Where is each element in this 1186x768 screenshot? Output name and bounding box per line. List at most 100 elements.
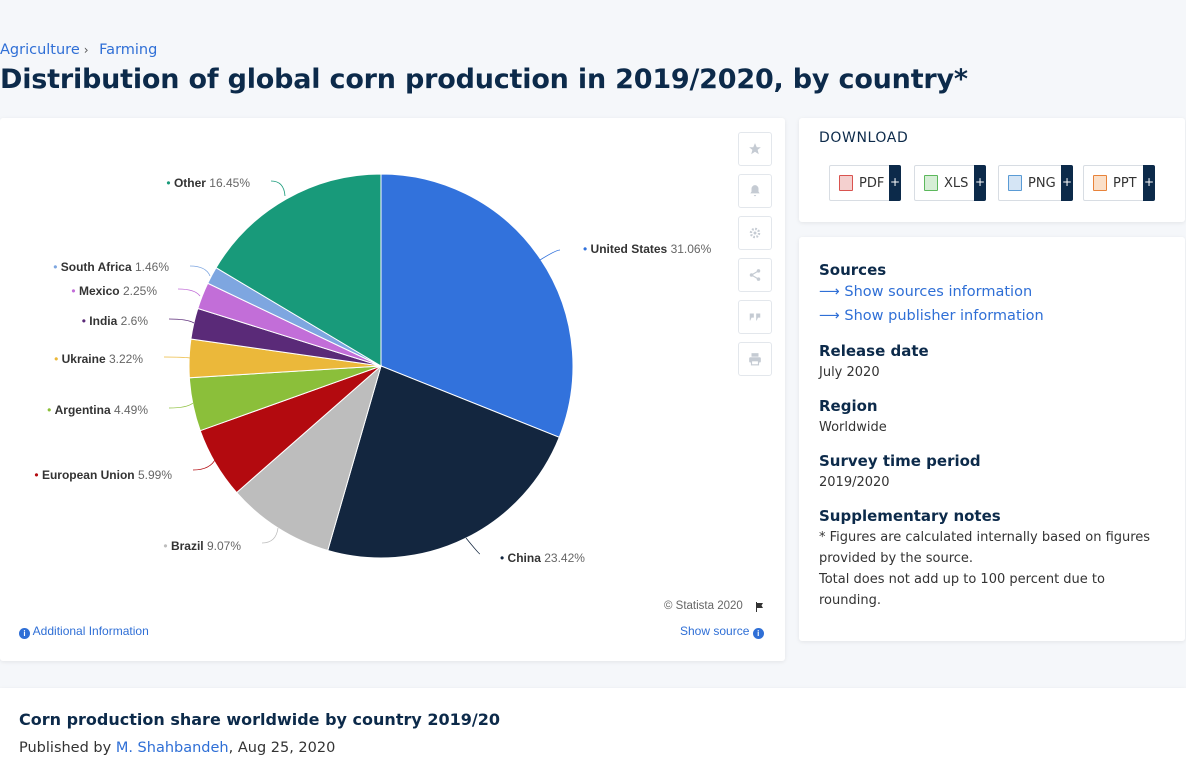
- bullet-icon: •: [500, 551, 508, 565]
- region-heading: Region: [819, 397, 878, 415]
- bullet-icon: •: [71, 284, 79, 298]
- related-statistic-title[interactable]: Corn production share worldwide by count…: [19, 710, 500, 729]
- download-png-button[interactable]: PNG +: [998, 165, 1073, 201]
- breadcrumb-separator: ›: [83, 43, 89, 57]
- slice-label: • Ukraine 3.22%: [54, 352, 143, 366]
- slice-label: • Brazil 9.07%: [163, 539, 241, 553]
- info-icon: i: [19, 628, 30, 639]
- slice-label-value: 16.45%: [209, 176, 250, 190]
- slice-label-name: Ukraine: [62, 352, 109, 366]
- pie-slice-other[interactable]: [215, 173, 382, 367]
- slice-label-value: 4.49%: [114, 403, 148, 417]
- connector-line: [261, 527, 279, 544]
- bullet-icon: •: [54, 352, 62, 366]
- plus-icon: +: [1061, 165, 1073, 201]
- slice-label: • Other 16.45%: [166, 176, 250, 190]
- slice-label-value: 2.6%: [121, 314, 149, 328]
- slice-label: • Mexico 2.25%: [71, 284, 157, 298]
- info-icon: i: [752, 628, 764, 639]
- print-button[interactable]: [738, 342, 772, 376]
- connector-line: [539, 249, 561, 261]
- page-title: Distribution of global corn production i…: [0, 64, 968, 95]
- download-pdf-button[interactable]: PDF +: [829, 165, 901, 201]
- settings-button[interactable]: [738, 216, 772, 250]
- copyright-text: © Statista 2020: [664, 600, 743, 612]
- connector-line: [192, 457, 217, 471]
- connector-line: [465, 537, 481, 555]
- slice-label-value: 5.99%: [138, 468, 172, 482]
- plus-icon: +: [1143, 165, 1155, 201]
- notification-button[interactable]: [738, 174, 772, 208]
- slice-label-name: Other: [174, 176, 209, 190]
- connector-line: [270, 180, 286, 197]
- download-title: DOWNLOAD: [819, 130, 909, 146]
- slice-label-name: South Africa: [61, 260, 135, 274]
- sources-heading: Sources: [819, 261, 887, 279]
- bullet-icon: •: [53, 260, 61, 274]
- favorite-button[interactable]: [738, 132, 772, 166]
- download-panel: DOWNLOAD PDF + XLS + PNG + PPT +: [799, 118, 1185, 222]
- download-ppt-label: PPT: [1113, 175, 1137, 191]
- slice-label-name: Argentina: [55, 403, 114, 417]
- bullet-icon: •: [163, 539, 171, 553]
- download-xls-button[interactable]: XLS +: [914, 165, 986, 201]
- bullet-icon: •: [82, 314, 90, 328]
- author-link[interactable]: M. Shahbandeh: [115, 740, 229, 756]
- slice-label-name: India: [89, 314, 120, 328]
- share-icon: [749, 269, 761, 281]
- connector-line: [189, 265, 211, 277]
- cite-button[interactable]: [738, 300, 772, 334]
- flag-icon[interactable]: [754, 601, 766, 613]
- download-ppt-button[interactable]: PPT +: [1083, 165, 1155, 201]
- pie-slice-united-states[interactable]: [380, 173, 574, 438]
- download-xls-label: XLS: [944, 175, 969, 191]
- region-value: Worldwide: [819, 420, 887, 435]
- slice-label-name: China: [508, 551, 545, 565]
- bullet-icon: •: [34, 468, 42, 482]
- plus-icon: +: [974, 165, 986, 201]
- show-sources-link[interactable]: ⟶ Show sources information: [819, 284, 1032, 300]
- connector-line: [168, 402, 194, 409]
- pdf-file-icon: [839, 175, 853, 191]
- breadcrumb-item-farming[interactable]: Farming: [99, 42, 158, 58]
- connector-line: [163, 356, 191, 359]
- bullet-icon: •: [166, 176, 174, 190]
- pie-slice-china[interactable]: [327, 365, 560, 559]
- bullet-icon: •: [583, 242, 591, 256]
- survey-period-value: 2019/2020: [819, 475, 890, 490]
- quote-icon: [749, 313, 761, 321]
- ppt-file-icon: [1093, 175, 1107, 191]
- slice-label-value: 2.25%: [123, 284, 157, 298]
- show-publisher-link[interactable]: ⟶ Show publisher information: [819, 308, 1044, 324]
- slice-label-value: 23.42%: [544, 551, 585, 565]
- slice-label-value: 1.46%: [135, 260, 169, 274]
- slice-label-value: 31.06%: [671, 242, 712, 256]
- bullet-icon: •: [47, 403, 55, 417]
- slice-label-name: Brazil: [171, 539, 207, 553]
- share-button[interactable]: [738, 258, 772, 292]
- breadcrumb-item-agriculture[interactable]: Agriculture: [0, 42, 80, 58]
- download-pdf-label: PDF: [859, 175, 885, 191]
- slice-label-value: 9.07%: [207, 539, 241, 553]
- gear-icon: [749, 227, 761, 239]
- slice-label: • China 23.42%: [500, 551, 585, 565]
- related-statistic-card: Corn production share worldwide by count…: [0, 688, 1186, 768]
- star-icon: [749, 143, 761, 155]
- slice-label: • South Africa 1.46%: [53, 260, 169, 274]
- plus-icon: +: [889, 165, 901, 201]
- slice-label: • European Union 5.99%: [34, 468, 172, 482]
- png-file-icon: [1008, 175, 1022, 191]
- supplementary-notes-heading: Supplementary notes: [819, 507, 1001, 525]
- show-publisher-label: Show publisher information: [844, 308, 1044, 324]
- release-date-heading: Release date: [819, 342, 929, 360]
- pie-chart: • United States 31.06%• China 23.42%• Br…: [34, 173, 712, 565]
- slice-label: • Argentina 4.49%: [47, 403, 148, 417]
- slice-label-name: Mexico: [79, 284, 123, 298]
- slice-label: • United States 31.06%: [583, 242, 712, 256]
- slice-label-name: United States: [591, 242, 671, 256]
- chart-card: • United States 31.06% • China 23.42% • Br…: [0, 118, 785, 661]
- metadata-panel: Sources ⟶ Show sources information ⟶ Sho…: [799, 237, 1185, 641]
- slice-label: • India 2.6%: [82, 314, 149, 328]
- additional-information-link[interactable]: i Additional Information: [19, 624, 149, 639]
- show-source-link[interactable]: Show source i: [680, 624, 764, 639]
